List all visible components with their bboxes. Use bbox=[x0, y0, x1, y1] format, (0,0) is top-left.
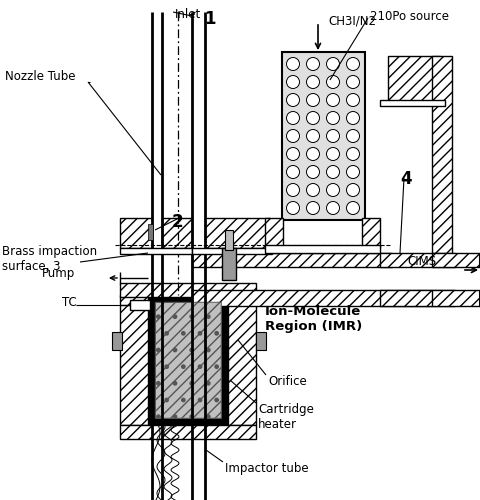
Bar bbox=[379, 290, 454, 306]
Circle shape bbox=[286, 184, 299, 196]
Bar bbox=[431, 56, 451, 256]
Circle shape bbox=[286, 94, 299, 106]
Bar bbox=[192, 290, 431, 306]
Text: TC: TC bbox=[62, 296, 77, 308]
Text: Inlet: Inlet bbox=[175, 8, 201, 21]
Text: CIMS: CIMS bbox=[406, 255, 435, 268]
Bar bbox=[431, 253, 480, 267]
Text: Brass impaction
surface, 3: Brass impaction surface, 3 bbox=[2, 245, 97, 273]
Text: Pump: Pump bbox=[42, 268, 75, 280]
Bar bbox=[361, 218, 379, 248]
Circle shape bbox=[306, 76, 319, 88]
Circle shape bbox=[306, 202, 319, 214]
Circle shape bbox=[326, 184, 339, 196]
Bar bbox=[379, 100, 444, 106]
Bar bbox=[255, 332, 265, 350]
Text: Nozzle Tube: Nozzle Tube bbox=[5, 70, 75, 83]
Circle shape bbox=[306, 166, 319, 178]
Bar bbox=[204, 218, 269, 248]
Circle shape bbox=[326, 148, 339, 160]
Circle shape bbox=[326, 58, 339, 70]
Bar bbox=[155, 302, 220, 418]
Circle shape bbox=[286, 148, 299, 160]
Circle shape bbox=[256, 337, 264, 345]
Circle shape bbox=[326, 130, 339, 142]
Bar bbox=[120, 425, 255, 439]
Bar bbox=[192, 248, 271, 254]
Circle shape bbox=[346, 94, 359, 106]
Bar bbox=[222, 248, 236, 280]
Bar bbox=[387, 56, 439, 101]
Circle shape bbox=[306, 94, 319, 106]
Bar bbox=[225, 230, 232, 250]
Circle shape bbox=[286, 130, 299, 142]
Bar bbox=[162, 218, 192, 248]
Text: Impactor tube: Impactor tube bbox=[225, 462, 308, 475]
Circle shape bbox=[346, 202, 359, 214]
Text: CH3I/N2: CH3I/N2 bbox=[327, 15, 375, 28]
Circle shape bbox=[346, 148, 359, 160]
Bar bbox=[148, 295, 228, 425]
Circle shape bbox=[306, 130, 319, 142]
Bar bbox=[379, 253, 454, 267]
Text: 2: 2 bbox=[172, 213, 183, 231]
Bar bbox=[192, 253, 391, 267]
Circle shape bbox=[326, 166, 339, 178]
Circle shape bbox=[306, 58, 319, 70]
Circle shape bbox=[326, 76, 339, 88]
Circle shape bbox=[346, 76, 359, 88]
Text: Ion-Molecule
Region (IMR): Ion-Molecule Region (IMR) bbox=[264, 305, 361, 333]
Circle shape bbox=[346, 130, 359, 142]
Text: 4: 4 bbox=[399, 170, 411, 188]
Circle shape bbox=[346, 184, 359, 196]
Bar bbox=[281, 52, 364, 220]
Bar bbox=[120, 283, 255, 297]
Circle shape bbox=[346, 112, 359, 124]
Circle shape bbox=[306, 148, 319, 160]
Circle shape bbox=[306, 184, 319, 196]
Circle shape bbox=[346, 166, 359, 178]
Circle shape bbox=[286, 112, 299, 124]
Circle shape bbox=[326, 202, 339, 214]
Circle shape bbox=[286, 76, 299, 88]
Bar bbox=[264, 218, 282, 248]
Circle shape bbox=[286, 202, 299, 214]
Circle shape bbox=[326, 94, 339, 106]
Bar bbox=[155, 302, 220, 418]
Text: 1: 1 bbox=[204, 10, 215, 28]
Bar bbox=[120, 218, 152, 248]
Circle shape bbox=[306, 112, 319, 124]
Circle shape bbox=[286, 166, 299, 178]
Bar bbox=[264, 245, 379, 253]
Bar bbox=[112, 332, 122, 350]
Circle shape bbox=[113, 337, 121, 345]
Bar bbox=[148, 224, 153, 240]
Text: Orifice: Orifice bbox=[267, 375, 306, 388]
Bar bbox=[228, 295, 255, 425]
Bar bbox=[120, 248, 192, 254]
Text: 210Po source: 210Po source bbox=[369, 10, 448, 23]
Text: Cartridge
heater: Cartridge heater bbox=[257, 403, 313, 431]
Bar bbox=[130, 300, 150, 310]
Bar bbox=[431, 290, 480, 306]
Circle shape bbox=[326, 112, 339, 124]
Bar bbox=[120, 295, 148, 425]
Circle shape bbox=[346, 58, 359, 70]
Circle shape bbox=[286, 58, 299, 70]
